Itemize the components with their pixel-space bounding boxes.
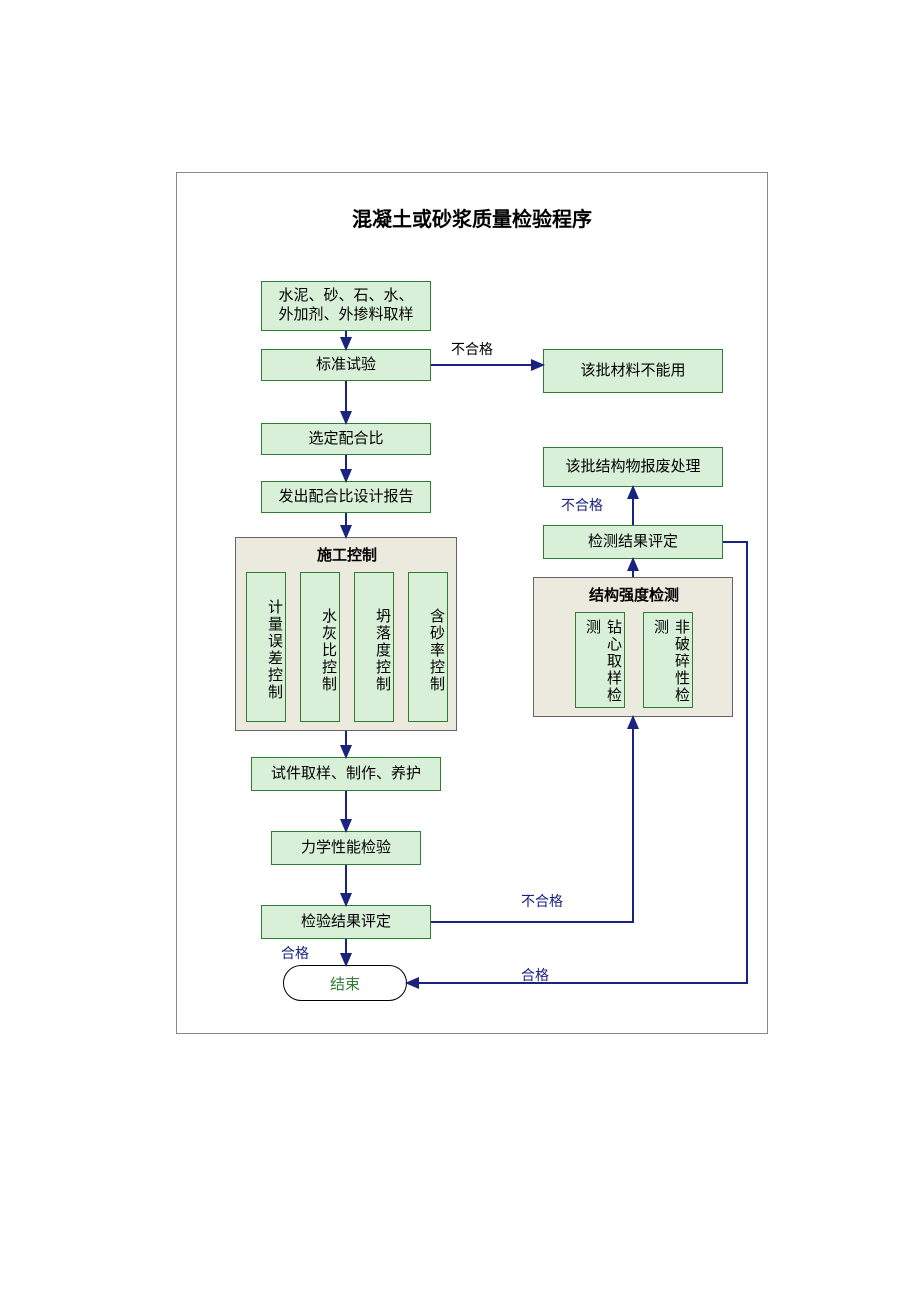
group-structure-title: 结构强度检测	[534, 584, 734, 605]
node-end: 结束	[283, 965, 407, 1001]
gl-item-3: 含砂率控制	[408, 572, 448, 722]
label-pass-2: 合格	[521, 965, 549, 985]
label-fail-2: 不合格	[561, 495, 603, 515]
label-fail-3: 不合格	[521, 891, 563, 911]
group-construction-title: 施工控制	[236, 544, 458, 565]
page: 混凝土或砂浆质量检验程序 水泥、砂、石、水、 外加剂、外掺料取样 标准试验 选定…	[0, 0, 920, 1302]
gr-item-0: 钻心取样检测	[575, 612, 625, 708]
diagram-frame: 混凝土或砂浆质量检验程序 水泥、砂、石、水、 外加剂、外掺料取样 标准试验 选定…	[176, 172, 768, 1034]
gl-item-1: 水灰比控制	[300, 572, 340, 722]
node-specimen: 试件取样、制作、养护	[251, 757, 441, 791]
gl-item-0: 计量误差控制	[246, 572, 286, 722]
gl-item-2: 坍落度控制	[354, 572, 394, 722]
label-pass-1: 合格	[281, 943, 309, 963]
gr-item-1: 非破碎性检测	[643, 612, 693, 708]
node-mix-report: 发出配合比设计报告	[261, 481, 431, 513]
node-material-reject: 该批材料不能用	[543, 349, 723, 393]
group-construction-control: 施工控制 计量误差控制 水灰比控制 坍落度控制 含砂率控制	[235, 537, 457, 731]
group-structure-detect: 结构强度检测 钻心取样检测 非破碎性检测	[533, 577, 733, 717]
node-select-mix: 选定配合比	[261, 423, 431, 455]
diagram-title: 混凝土或砂浆质量检验程序	[177, 203, 767, 232]
node-structure-scrap: 该批结构物报废处理	[543, 447, 723, 487]
node-detect-eval: 检测结果评定	[543, 525, 723, 559]
label-fail-1: 不合格	[451, 339, 493, 359]
node-sampling: 水泥、砂、石、水、 外加剂、外掺料取样	[261, 281, 431, 331]
node-standard-test: 标准试验	[261, 349, 431, 381]
node-result-eval: 检验结果评定	[261, 905, 431, 939]
end-label: 结束	[330, 973, 360, 994]
node-mechanical-test: 力学性能检验	[271, 831, 421, 865]
